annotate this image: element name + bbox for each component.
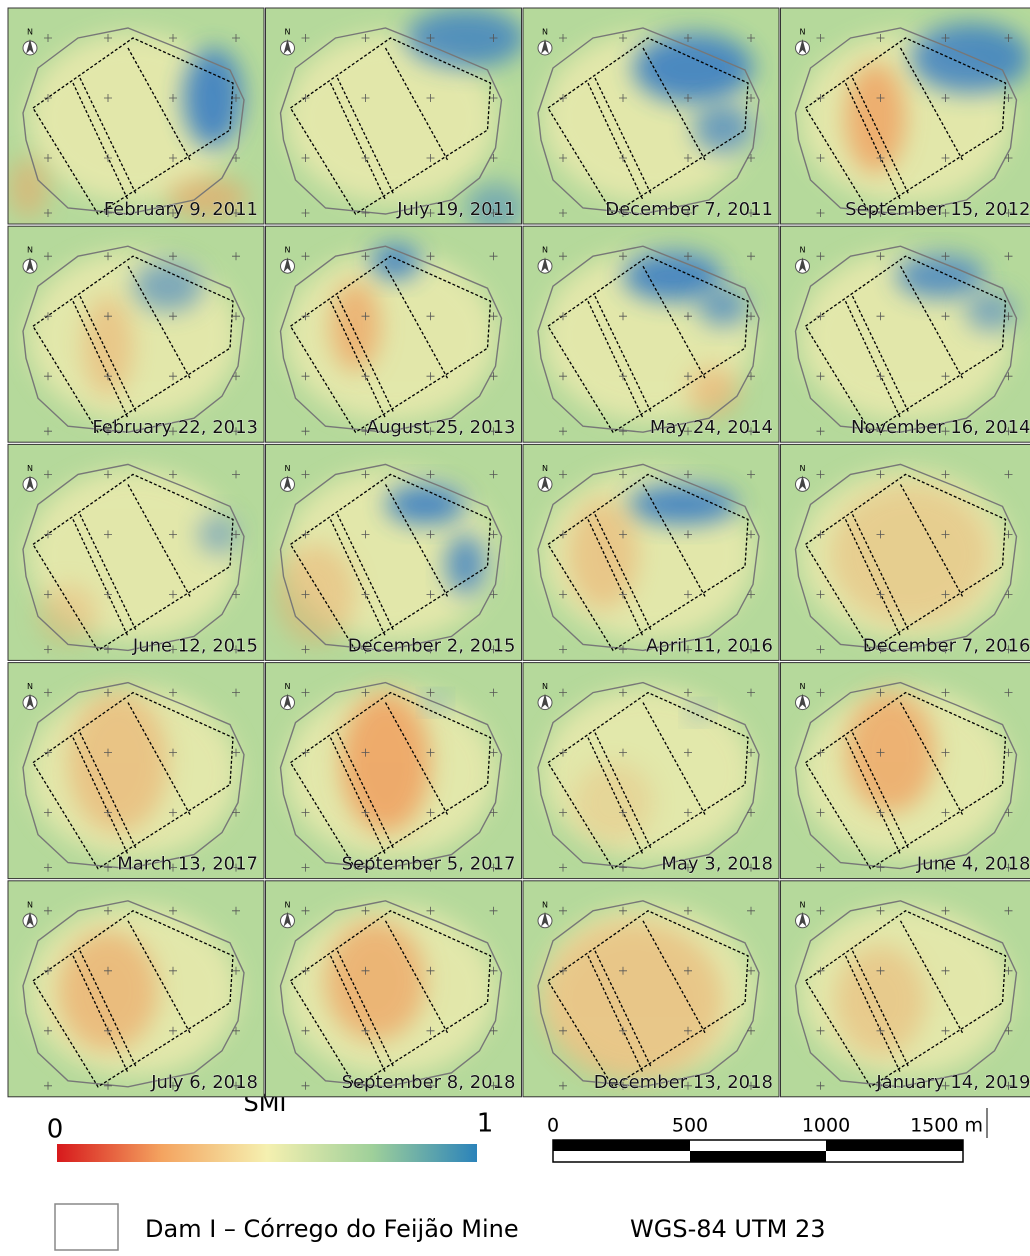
north-label: N xyxy=(800,28,806,37)
north-label: N xyxy=(800,246,806,255)
north-label: N xyxy=(285,464,291,473)
figure: SMI 0 1 0 500 1000 1500 m Dam I – Córreg… xyxy=(0,0,1030,1256)
map-panel: N June 4, 2018 xyxy=(781,663,1030,879)
smi-patch xyxy=(966,291,1016,331)
projection: WGS-84 UTM 23 xyxy=(630,1215,826,1243)
panel-core xyxy=(543,688,753,858)
smi-patch xyxy=(846,63,906,173)
smi-patch xyxy=(896,254,986,298)
color-bar xyxy=(57,1144,477,1162)
smi-legend: SMI 0 1 xyxy=(47,1089,494,1162)
legend-max: 1 xyxy=(477,1109,494,1139)
north-label: N xyxy=(542,900,548,909)
dam-legend-swatch xyxy=(55,1204,118,1250)
smi-patch xyxy=(573,763,653,843)
map-panel: N November 16, 2014 xyxy=(781,226,1030,442)
north-label: N xyxy=(800,464,806,473)
panel-date: December 2, 2015 xyxy=(348,635,516,656)
north-label: N xyxy=(542,28,548,37)
smi-patch xyxy=(326,921,426,1041)
map-panel: N March 13, 2017 xyxy=(8,663,264,879)
north-label: N xyxy=(285,900,291,909)
map-panel: N February 22, 2013 xyxy=(8,226,264,442)
smi-patch xyxy=(133,261,203,311)
panel-date: December 13, 2018 xyxy=(594,1072,773,1093)
map-panel: N December 13, 2018 xyxy=(523,881,779,1097)
smi-patch xyxy=(543,921,723,1081)
scale-label: 500 xyxy=(672,1115,708,1137)
north-label: N xyxy=(800,900,806,909)
panel-date: September 8, 2018 xyxy=(342,1072,516,1093)
panel-date: December 7, 2016 xyxy=(863,635,1030,656)
north-label: N xyxy=(285,682,291,691)
panel-date: June 12, 2015 xyxy=(132,635,258,656)
smi-patch xyxy=(911,23,1030,93)
map-panel: N December 2, 2015 xyxy=(266,444,522,660)
smi-patch xyxy=(371,243,421,279)
north-label: N xyxy=(27,900,33,909)
panel-date: June 4, 2018 xyxy=(916,854,1030,875)
smi-patch xyxy=(276,544,356,644)
panel-date: November 16, 2014 xyxy=(851,417,1030,438)
smi-patch xyxy=(446,534,486,594)
panel-date: March 13, 2017 xyxy=(117,854,258,875)
smi-patch xyxy=(331,281,381,371)
map-panel: N June 12, 2015 xyxy=(8,444,264,660)
panel-date: May 24, 2014 xyxy=(650,417,773,438)
smi-patch xyxy=(83,296,133,396)
north-label: N xyxy=(27,246,33,255)
scale-bar: 0 500 1000 1500 m xyxy=(547,1108,987,1162)
smi-patch xyxy=(633,33,753,103)
panel-core xyxy=(28,251,238,421)
scale-label: 0 xyxy=(547,1115,559,1137)
panel-date: February 22, 2013 xyxy=(92,417,258,438)
north-label: N xyxy=(542,464,548,473)
north-label: N xyxy=(542,246,548,255)
panel-date: April 11, 2016 xyxy=(646,635,773,656)
smi-patch xyxy=(698,286,748,326)
map-panel: N February 9, 2011 xyxy=(8,8,264,224)
panel-date: May 3, 2018 xyxy=(661,854,773,875)
map-panel: N January 14, 2019 xyxy=(781,881,1030,1097)
map-panel: N December 7, 2011 xyxy=(523,8,779,224)
smi-patch xyxy=(406,8,526,68)
north-label: N xyxy=(27,464,33,473)
smi-patch xyxy=(341,693,431,833)
dam-legend: Dam I – Córrego do Feijão Mine xyxy=(145,1215,519,1243)
panel-date: February 9, 2011 xyxy=(104,199,258,220)
smi-patch xyxy=(688,366,738,416)
north-label: N xyxy=(800,682,806,691)
north-label: N xyxy=(27,28,33,37)
north-label: N xyxy=(542,682,548,691)
north-label: N xyxy=(27,682,33,691)
smi-patch xyxy=(8,158,48,218)
panel-date: July 19, 2011 xyxy=(396,199,515,220)
panel-date: July 6, 2018 xyxy=(150,1072,258,1093)
scale-label: 1500 m xyxy=(910,1115,983,1137)
map-panel: N May 24, 2014 xyxy=(523,226,779,442)
smi-patch xyxy=(693,103,753,153)
smi-patch xyxy=(846,693,936,813)
map-panel: N September 15, 2012 xyxy=(781,8,1030,224)
scale-label: 1000 xyxy=(802,1115,850,1137)
north-label: N xyxy=(285,28,291,37)
map-panel: N December 7, 2016 xyxy=(781,444,1030,660)
panel-date: September 5, 2017 xyxy=(342,854,516,875)
panel-date: December 7, 2011 xyxy=(605,199,773,220)
panel-date: August 25, 2013 xyxy=(367,417,516,438)
map-panel: N April 11, 2016 xyxy=(523,444,779,660)
map-panel: N May 3, 2018 xyxy=(523,663,779,879)
map-panel: N September 8, 2018 xyxy=(266,881,522,1097)
map-panel: N September 5, 2017 xyxy=(266,663,522,879)
panel-date: September 15, 2012 xyxy=(845,199,1030,220)
map-panel: N July 19, 2011 xyxy=(266,8,526,233)
map-panel: N July 6, 2018 xyxy=(8,881,264,1097)
legend-min: 0 xyxy=(47,1115,64,1145)
north-label: N xyxy=(285,246,291,255)
map-panel: N August 25, 2013 xyxy=(266,226,522,442)
smi-patch xyxy=(831,484,991,624)
panel-date: January 14, 2019 xyxy=(875,1072,1030,1093)
